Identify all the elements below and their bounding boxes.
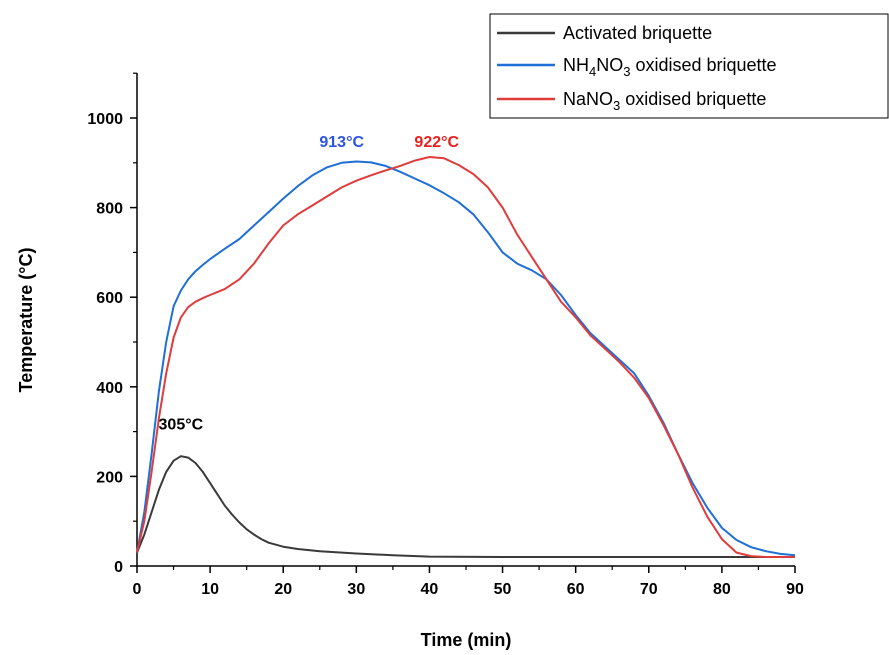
x-axis-title: Time (min)	[421, 630, 512, 650]
x-tick-label: 10	[201, 581, 219, 598]
y-ticks: 0 200 400 600 800 1000	[87, 72, 137, 576]
y-tick-label: 800	[96, 201, 123, 218]
x-tick-label: 0	[133, 581, 142, 598]
y-tick-label: 0	[114, 559, 123, 576]
x-tick-label: 80	[713, 581, 731, 598]
legend-box	[489, 13, 889, 119]
legend: Activated briquette NH4NO3 oxidised briq…	[489, 13, 889, 119]
annotations: 305°C 913°C 922°C	[159, 134, 460, 433]
x-tick-label: 70	[640, 581, 658, 598]
x-tick-label: 60	[567, 581, 585, 598]
x-tick-label: 50	[494, 581, 512, 598]
x-tick-label: 90	[786, 581, 804, 598]
x-ticks: 0 10 20 30 40 50 60 70 80 90	[133, 566, 804, 598]
legend-nh4no3-part2: NO	[596, 55, 623, 75]
x-tick-label: 40	[421, 581, 439, 598]
peak-annotation: 922°C	[414, 134, 459, 151]
activated-briquette-line	[136, 455, 795, 558]
y-tick-label: 600	[96, 290, 123, 307]
y-tick-label: 400	[96, 380, 123, 397]
legend-nano3-part1: NaNO	[563, 89, 613, 109]
legend-label-nano3: NaNO3 oxidised briquette	[563, 89, 766, 113]
legend-label-nh4no3: NH4NO3 oxidised briquette	[563, 55, 777, 79]
peak-annotation: 305°C	[159, 416, 204, 433]
legend-nh4no3-sub2: 3	[623, 64, 630, 79]
y-tick-label: 1000	[87, 111, 123, 128]
x-tick-label: 20	[274, 581, 292, 598]
legend-nh4no3-part3: oxidised briquette	[630, 55, 776, 75]
y-tick-label: 200	[96, 469, 123, 486]
y-axis-title: Temperature (°C)	[16, 248, 36, 393]
legend-nano3-part2: oxidised briquette	[620, 89, 766, 109]
nano3-briquette-line	[136, 156, 795, 558]
x-tick-label: 30	[347, 581, 365, 598]
legend-nh4no3-sub1: 4	[589, 64, 596, 79]
series-lines	[136, 156, 796, 558]
legend-label-activated: Activated briquette	[563, 23, 712, 43]
peak-annotation: 913°C	[319, 134, 364, 151]
legend-nh4no3-part1: NH	[563, 55, 589, 75]
legend-nano3-sub1: 3	[613, 98, 620, 113]
